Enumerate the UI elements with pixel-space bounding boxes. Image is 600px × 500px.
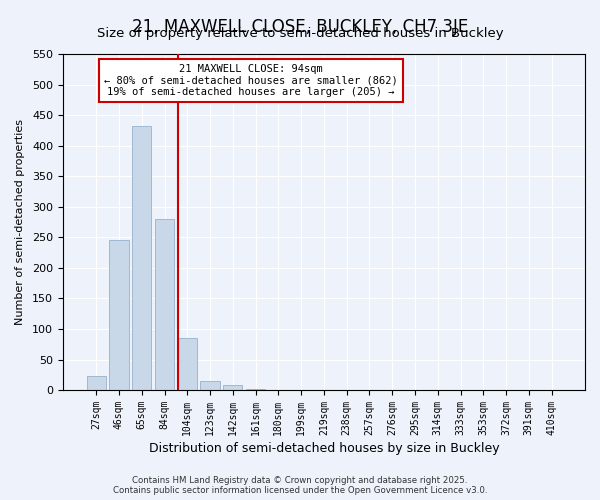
Text: 21, MAXWELL CLOSE, BUCKLEY, CH7 3JE: 21, MAXWELL CLOSE, BUCKLEY, CH7 3JE: [132, 18, 468, 36]
Bar: [155, 219, 174, 390]
Bar: [86, 376, 106, 390]
Text: Size of property relative to semi-detached houses in Buckley: Size of property relative to semi-detach…: [97, 28, 503, 40]
Y-axis label: Number of semi-detached properties: Number of semi-detached properties: [15, 119, 25, 325]
Bar: [132, 126, 151, 390]
Bar: [200, 381, 220, 390]
Text: 21 MAXWELL CLOSE: 94sqm
← 80% of semi-detached houses are smaller (862)
19% of s: 21 MAXWELL CLOSE: 94sqm ← 80% of semi-de…: [104, 64, 398, 98]
Bar: [109, 240, 128, 390]
Bar: [178, 338, 197, 390]
Text: Contains HM Land Registry data © Crown copyright and database right 2025.
Contai: Contains HM Land Registry data © Crown c…: [113, 476, 487, 495]
Bar: [223, 385, 242, 390]
X-axis label: Distribution of semi-detached houses by size in Buckley: Distribution of semi-detached houses by …: [149, 442, 499, 455]
